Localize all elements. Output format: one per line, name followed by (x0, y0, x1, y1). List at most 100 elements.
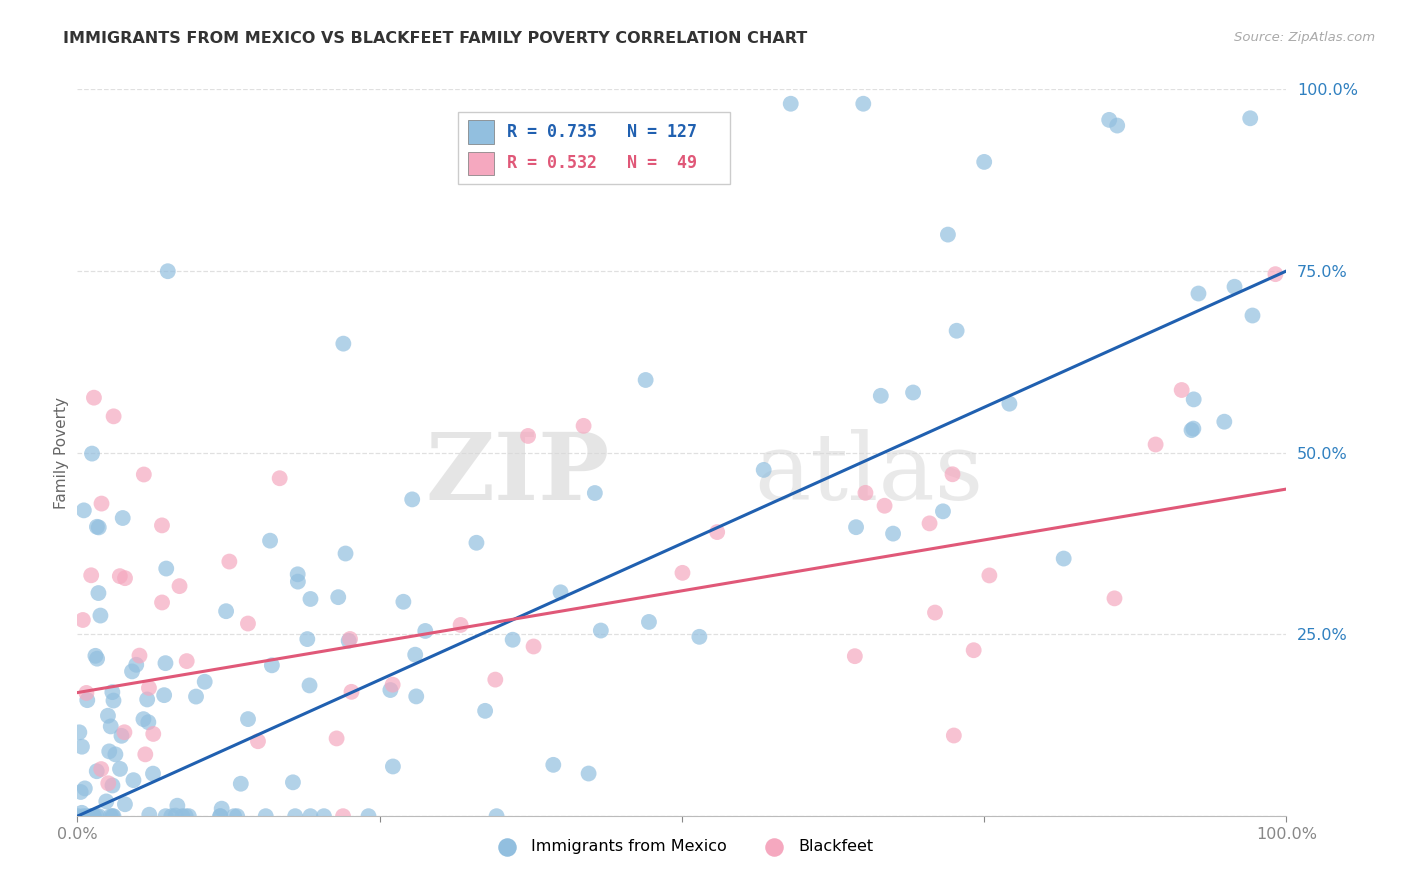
Point (86, 651, 108, 665)
Point (72, 809, 94, 823)
Point (100, 719, 122, 733)
Point (87, 520, 110, 534)
Point (381, 759, 404, 773)
Point (1213, 415, 1236, 429)
Point (259, 533, 281, 548)
Point (69, 785, 91, 799)
Point (882, 526, 904, 541)
Point (1104, 591, 1126, 606)
Point (174, 809, 197, 823)
Point (138, 681, 160, 695)
Point (688, 630, 710, 644)
Point (156, 264, 179, 278)
Text: ZIP: ZIP (425, 430, 609, 519)
Point (112, 725, 135, 739)
Point (66, 809, 89, 823)
Point (299, 809, 322, 823)
Point (97, 776, 120, 790)
Y-axis label: Family Poverty: Family Poverty (53, 397, 69, 508)
Point (963, 643, 986, 657)
Point (335, 547, 357, 561)
Point (218, 555, 240, 569)
Point (638, 615, 661, 629)
Point (125, 657, 148, 672)
Point (873, 499, 896, 513)
Point (128, 648, 150, 663)
Point (287, 567, 309, 582)
Text: atlas: atlas (755, 430, 984, 519)
Point (522, 640, 544, 654)
Point (1241, 309, 1264, 323)
Point (583, 486, 606, 500)
Point (325, 731, 347, 746)
Point (97, 708, 120, 723)
Point (671, 566, 693, 580)
Point (380, 683, 402, 698)
Point (132, 467, 155, 482)
Point (1053, 551, 1076, 566)
Point (142, 766, 165, 780)
Point (484, 673, 506, 687)
Text: R = 0.735   N = 127: R = 0.735 N = 127 (506, 123, 696, 141)
Point (73, 781, 96, 796)
Point (357, 809, 380, 823)
Point (297, 632, 319, 646)
Point (1182, 421, 1205, 435)
Point (121, 665, 143, 679)
Point (1223, 279, 1246, 293)
Point (98, 744, 121, 758)
Text: IMMIGRANTS FROM MEXICO VS BLACKFEET FAMILY POVERTY CORRELATION CHART: IMMIGRANTS FROM MEXICO VS BLACKFEET FAMI… (63, 31, 807, 46)
Point (844, 649, 866, 664)
Point (142, 727, 165, 741)
Point (1264, 267, 1286, 281)
Point (901, 385, 924, 400)
Point (229, 777, 252, 791)
Point (1180, 423, 1202, 437)
Point (260, 658, 283, 673)
Point (114, 797, 136, 812)
Point (543, 757, 565, 772)
Point (550, 585, 572, 599)
FancyBboxPatch shape (458, 112, 730, 184)
Point (226, 809, 249, 823)
Point (172, 809, 194, 823)
Point (413, 624, 436, 638)
Point (942, 729, 965, 743)
Point (209, 809, 232, 823)
Point (869, 389, 891, 403)
Point (222, 809, 245, 823)
Point (1239, 112, 1261, 126)
Point (465, 535, 488, 549)
Point (80, 809, 103, 823)
Point (845, 520, 868, 534)
Point (936, 227, 959, 242)
Text: Source: ZipAtlas.com: Source: ZipAtlas.com (1234, 31, 1375, 45)
Point (90, 762, 112, 776)
Point (209, 809, 232, 823)
Point (138, 807, 160, 822)
Point (236, 616, 259, 631)
Legend: Immigrants from Mexico, Blackfeet: Immigrants from Mexico, Blackfeet (484, 833, 880, 861)
Point (405, 690, 427, 704)
Point (103, 693, 125, 707)
Point (269, 471, 291, 485)
Point (67, 725, 90, 739)
Point (404, 648, 426, 662)
Point (852, 96, 875, 111)
Point (589, 624, 612, 638)
Point (153, 688, 176, 702)
Point (83, 809, 105, 823)
Point (855, 486, 877, 500)
Point (474, 704, 496, 718)
Point (108, 762, 131, 776)
Point (79, 809, 101, 823)
Point (752, 463, 775, 477)
Point (706, 525, 728, 540)
Point (392, 595, 415, 609)
Point (75, 809, 97, 823)
Point (299, 592, 322, 607)
Point (80, 447, 103, 461)
Point (634, 373, 657, 387)
Point (108, 569, 131, 583)
Point (339, 632, 361, 646)
